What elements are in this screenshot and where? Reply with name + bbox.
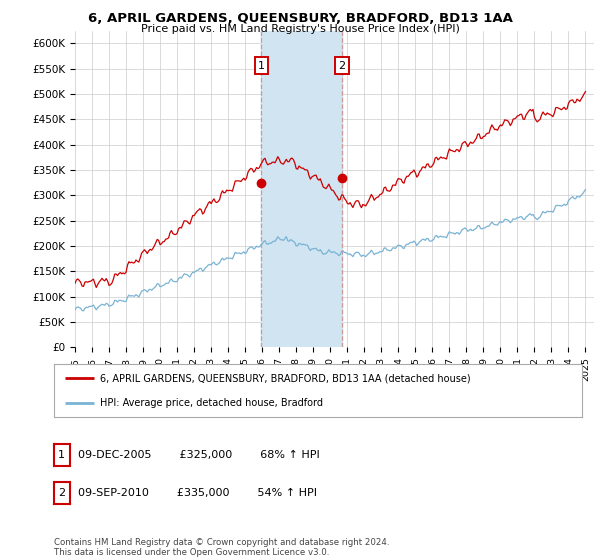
Text: 1: 1 bbox=[257, 60, 265, 71]
Text: 09-SEP-2010        £335,000        54% ↑ HPI: 09-SEP-2010 £335,000 54% ↑ HPI bbox=[78, 488, 317, 498]
Text: HPI: Average price, detached house, Bradford: HPI: Average price, detached house, Brad… bbox=[100, 398, 323, 408]
Text: 1: 1 bbox=[58, 450, 65, 460]
Text: 2: 2 bbox=[338, 60, 346, 71]
Text: Contains HM Land Registry data © Crown copyright and database right 2024.
This d: Contains HM Land Registry data © Crown c… bbox=[54, 538, 389, 557]
Text: 2: 2 bbox=[58, 488, 65, 498]
Text: 6, APRIL GARDENS, QUEENSBURY, BRADFORD, BD13 1AA (detached house): 6, APRIL GARDENS, QUEENSBURY, BRADFORD, … bbox=[100, 374, 471, 384]
Text: 09-DEC-2005        £325,000        68% ↑ HPI: 09-DEC-2005 £325,000 68% ↑ HPI bbox=[78, 450, 320, 460]
Bar bbox=[261, 31, 342, 347]
Text: 6, APRIL GARDENS, QUEENSBURY, BRADFORD, BD13 1AA: 6, APRIL GARDENS, QUEENSBURY, BRADFORD, … bbox=[88, 12, 512, 25]
Text: Price paid vs. HM Land Registry's House Price Index (HPI): Price paid vs. HM Land Registry's House … bbox=[140, 24, 460, 34]
